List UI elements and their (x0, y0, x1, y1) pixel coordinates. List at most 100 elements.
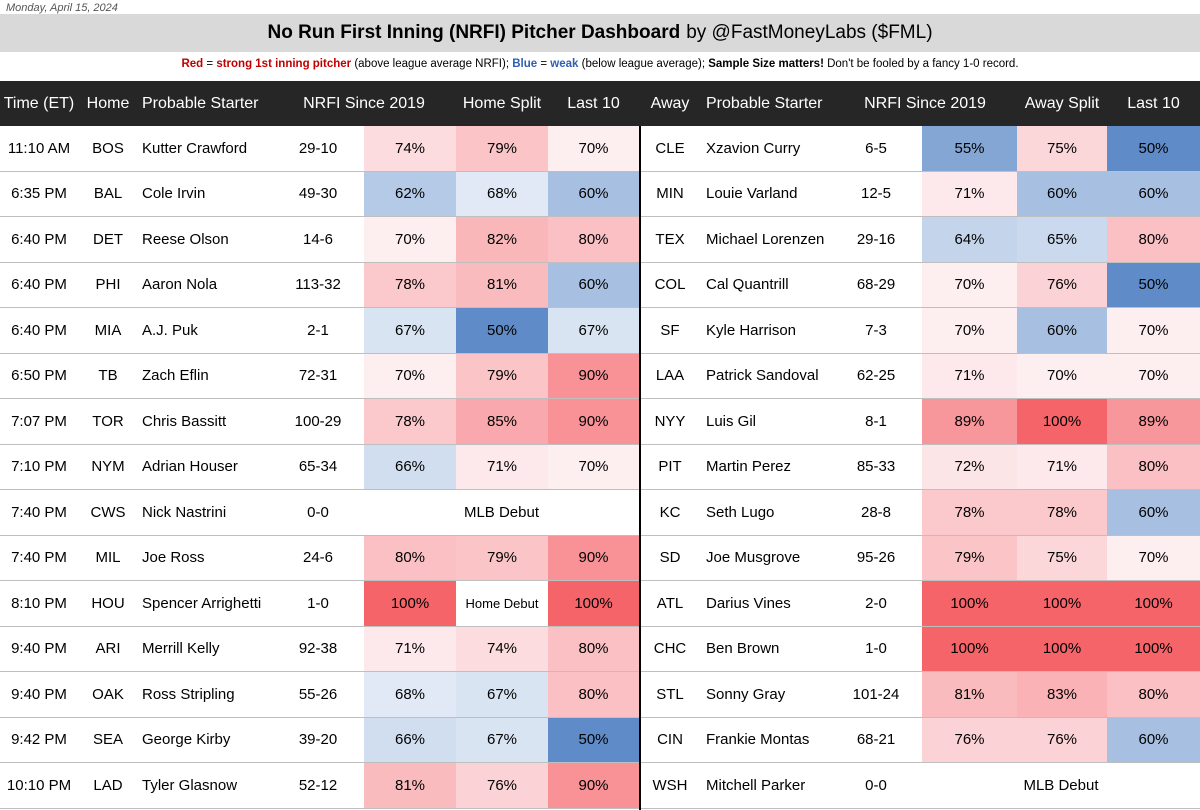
home-split-pct: 79% (456, 535, 548, 580)
away-record: 7-3 (865, 321, 887, 339)
away-split-pct: 76% (1017, 262, 1107, 307)
away-starter: Mitchell Parker (706, 776, 806, 794)
home-record: 55-26 (298, 685, 338, 703)
home-team: HOU (91, 594, 125, 612)
home-last10-pct: 70% (548, 126, 639, 171)
home-starter: Reese Olson (142, 230, 229, 248)
home-last10-pct: 60% (548, 171, 639, 216)
home-starter: Joe Ross (142, 549, 205, 567)
home-starter: Tyler Glasnow (142, 776, 238, 794)
away-last10-pct: 60% (1107, 717, 1200, 762)
home-away-divider (639, 126, 641, 810)
home-team: ARI (95, 640, 121, 658)
away-record: 12-5 (860, 185, 892, 203)
home-nrfi-pct: 70% (364, 217, 456, 262)
game-time: 8:10 PM (11, 594, 67, 612)
away-record: 28-8 (860, 503, 892, 521)
legend-red-word: Red (181, 58, 204, 70)
home-team: BOS (92, 139, 124, 157)
game-time: 10:10 PM (6, 776, 72, 794)
home-starter: Merrill Kelly (142, 640, 220, 658)
away-split-pct: 65% (1017, 217, 1107, 262)
home-nrfi-pct: 68% (364, 672, 456, 717)
game-time: 7:10 PM (11, 458, 67, 476)
home-nrfi-pct: 100% (364, 581, 456, 626)
away-starter: Sonny Gray (706, 685, 786, 703)
away-starter: Frankie Montas (706, 731, 810, 749)
home-last10-pct: 60% (548, 262, 639, 307)
home-record: 39-20 (298, 731, 338, 749)
header-probable-starter: Probable Starter (142, 94, 259, 112)
away-last10-pct: 70% (1107, 308, 1200, 353)
home-record: 14-6 (302, 230, 334, 248)
home-starter: Spencer Arrighetti (142, 594, 262, 612)
home-split-pct: 82% (456, 217, 548, 262)
table-row: 10:10 PM LAD Tyler Glasnow 52-12 81% 76% 90% WS… (0, 763, 1200, 809)
away-split-pct: 71% (1017, 444, 1107, 489)
away-team: MIN (656, 185, 684, 203)
away-record: 95-26 (856, 549, 896, 567)
away-last10-pct: 100% (1107, 626, 1200, 671)
home-record: 1-0 (307, 594, 329, 612)
home-starter: Zach Eflin (142, 367, 209, 385)
table-row: 7:10 PM NYM Adrian Houser 65-34 66% 71% 70% PIT… (0, 444, 1200, 490)
away-record: 6-5 (865, 139, 887, 157)
away-starter: Kyle Harrison (706, 321, 797, 339)
home-split-pct: 67% (456, 717, 548, 762)
table-row: 7:40 PM CWS Nick Nastrini 0-0 MLB Debut KC Set… (0, 490, 1200, 536)
away-last10-pct: 50% (1107, 262, 1200, 307)
game-time: 6:35 PM (11, 185, 67, 203)
home-record: 49-30 (298, 185, 338, 203)
home-last10-pct: 90% (548, 399, 639, 444)
home-last10-pct: 90% (548, 353, 639, 398)
away-split-pct: 70% (1017, 353, 1107, 398)
away-split-pct: 100% (1017, 626, 1107, 671)
away-nrfi-pct: 55% (922, 126, 1017, 171)
game-time: 9:42 PM (11, 731, 67, 749)
home-split-pct: 79% (456, 126, 548, 171)
header-home-split: Home Split (462, 94, 542, 112)
away-starter: Joe Musgrove (706, 549, 801, 567)
home-record: 2-1 (307, 321, 329, 339)
table-row: 6:40 PM DET Reese Olson 14-6 70% 82% 80% TEX Mic… (0, 217, 1200, 263)
away-split-pct: 76% (1017, 717, 1107, 762)
away-starter: Michael Lorenzen (706, 230, 825, 248)
table-row: 8:10 PM HOU Spencer Arrighetti 1-0 100% Home … (0, 581, 1200, 627)
away-nrfi-pct: 89% (922, 399, 1017, 444)
dashboard-title: No Run First Inning (NRFI) Pitcher Dashb… (267, 22, 681, 43)
away-split-pct: 78% (1017, 490, 1107, 535)
home-split-pct: 74% (456, 626, 548, 671)
away-starter: Ben Brown (706, 640, 780, 658)
away-nrfi-pct: 100% (922, 581, 1017, 626)
home-starter: Adrian Houser (142, 458, 238, 476)
game-time: 6:40 PM (11, 321, 67, 339)
away-starter: Martin Perez (706, 458, 792, 476)
away-team: SD (659, 549, 681, 567)
header-last-10: Last 10 (567, 94, 620, 112)
home-mlb-debut: MLB Debut (463, 503, 540, 521)
home-record: 52-12 (298, 776, 338, 794)
home-split-pct: 67% (456, 672, 548, 717)
away-split-pct: 100% (1017, 581, 1107, 626)
legend-red-paren: (above league average NRFI); (354, 58, 510, 70)
away-split-pct: 83% (1017, 672, 1107, 717)
game-time: 9:40 PM (11, 640, 67, 658)
away-nrfi-pct: 100% (922, 626, 1017, 671)
away-last10-pct: 80% (1107, 672, 1200, 717)
home-record: 92-38 (298, 640, 338, 658)
home-team: LAD (93, 776, 123, 794)
home-starter: A.J. Puk (142, 321, 198, 339)
home-nrfi-pct: 71% (364, 626, 456, 671)
away-last10-pct: 50% (1107, 126, 1200, 171)
home-nrfi-pct: 74% (364, 126, 456, 171)
away-record: 29-16 (856, 230, 896, 248)
header-time-et: Time (ET) (3, 94, 75, 112)
header-away: Away (650, 94, 690, 112)
home-last10-pct: 80% (548, 626, 639, 671)
home-split-pct: 71% (456, 444, 548, 489)
home-nrfi-pct: 66% (364, 717, 456, 762)
away-starter: Xzavion Curry (706, 139, 801, 157)
home-nrfi-pct: 66% (364, 444, 456, 489)
home-team: OAK (92, 685, 124, 703)
away-last10-pct: 60% (1107, 171, 1200, 216)
